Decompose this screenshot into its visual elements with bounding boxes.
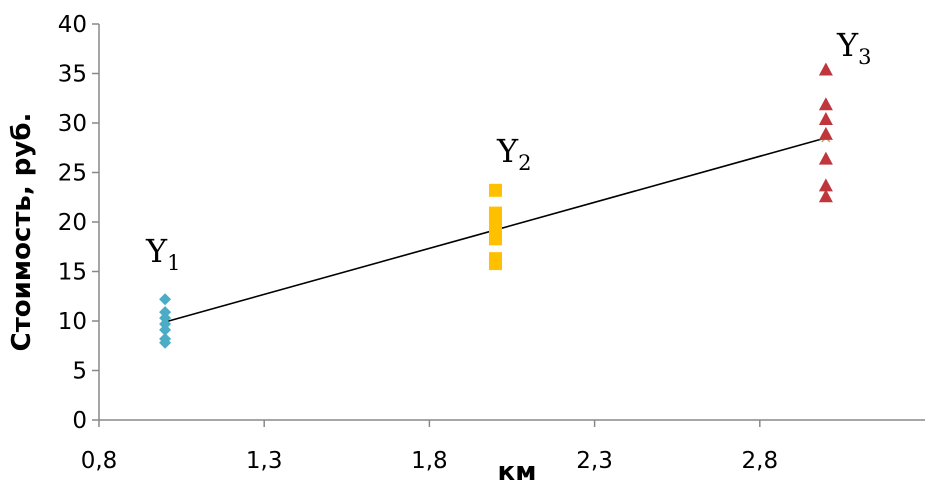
series-3-label: Y3 bbox=[836, 26, 872, 69]
series-3-point bbox=[818, 112, 833, 126]
series-2-label: Y2 bbox=[496, 132, 532, 175]
series-labels: Y1 Y2 Y3 bbox=[145, 26, 872, 275]
series-1-label: Y1 bbox=[145, 232, 181, 275]
y-tick-label: 15 bbox=[58, 260, 87, 286]
series-2-point bbox=[488, 221, 502, 235]
x-tick-label: 0,8 bbox=[81, 448, 118, 474]
y-axis-ticks: 0 5 10 15 20 25 30 35 40 bbox=[58, 12, 99, 434]
series-1-point bbox=[159, 323, 172, 336]
series-3-point bbox=[818, 62, 833, 76]
series-2-label-subscript: 2 bbox=[518, 151, 531, 175]
x-tick-label: 1,3 bbox=[246, 448, 283, 474]
series-1-point bbox=[159, 293, 172, 306]
x-axis-title: км bbox=[498, 457, 537, 487]
x-axis-ticks: 0,8 1,3 1,8 2,3 2,8 bbox=[81, 420, 778, 474]
y-tick-label: 5 bbox=[72, 359, 87, 385]
data-points bbox=[159, 62, 833, 349]
series-3-point bbox=[818, 97, 833, 111]
series-2-point bbox=[488, 257, 502, 271]
y-axis-title: Стоимость, руб. bbox=[7, 113, 37, 352]
y-tick-label: 20 bbox=[58, 210, 87, 236]
x-tick-label: 2,3 bbox=[576, 448, 613, 474]
series-3-point bbox=[818, 189, 833, 203]
y-tick-label: 30 bbox=[58, 111, 87, 137]
x-tick-label: 1,8 bbox=[411, 448, 448, 474]
series-2-point bbox=[488, 232, 502, 246]
series-2-point bbox=[488, 211, 502, 225]
y-tick-label: 40 bbox=[58, 12, 87, 38]
y-tick-label: 25 bbox=[58, 161, 87, 187]
series-3-point bbox=[818, 151, 833, 165]
series-1-label-subscript: 1 bbox=[167, 251, 180, 275]
series-2-point bbox=[488, 183, 502, 197]
series-1-point bbox=[159, 336, 172, 349]
series-3-point bbox=[818, 126, 833, 140]
x-tick-label: 2,8 bbox=[742, 448, 779, 474]
series-3-point bbox=[818, 178, 833, 192]
y-tick-label: 10 bbox=[58, 309, 87, 335]
series-3-label-subscript: 3 bbox=[858, 45, 871, 69]
y-tick-label: 35 bbox=[58, 62, 87, 88]
y-tick-label: 0 bbox=[72, 408, 87, 434]
